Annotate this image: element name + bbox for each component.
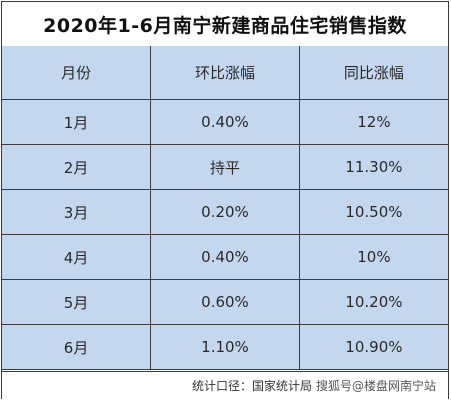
table-row: 6月 1.10% 10.90% bbox=[2, 324, 448, 370]
column-header-month: 月份 bbox=[2, 46, 152, 100]
cell-yoy-change: 10% bbox=[298, 234, 448, 280]
cell-month: 3月 bbox=[2, 189, 152, 235]
column-header-mom-change: 环比涨幅 bbox=[150, 46, 300, 100]
table-row: 1月 0.40% 12% bbox=[2, 99, 448, 145]
table-header-row: 月份 环比涨幅 同比涨幅 bbox=[2, 46, 448, 100]
cell-mom-change: 0.40% bbox=[150, 99, 300, 145]
cell-yoy-change: 10.50% bbox=[298, 189, 448, 235]
cell-month: 1月 bbox=[2, 99, 152, 145]
cell-month: 2月 bbox=[2, 144, 152, 190]
cell-mom-change: 持平 bbox=[150, 144, 300, 190]
table-row: 2月 持平 11.30% bbox=[2, 144, 448, 190]
cell-yoy-change: 10.20% bbox=[298, 279, 448, 325]
cell-yoy-change: 12% bbox=[298, 99, 448, 145]
cell-mom-change: 1.10% bbox=[150, 324, 300, 370]
cell-yoy-change: 10.90% bbox=[298, 324, 448, 370]
cell-mom-change: 0.60% bbox=[150, 279, 300, 325]
cell-mom-change: 0.20% bbox=[150, 189, 300, 235]
cell-yoy-change: 11.30% bbox=[298, 144, 448, 190]
table-row: 4月 0.40% 10% bbox=[2, 234, 448, 280]
sales-index-table: 月份 环比涨幅 同比涨幅 1月 0.40% 12% 2月 持平 11.30% 3… bbox=[2, 46, 448, 370]
table-row: 3月 0.20% 10.50% bbox=[2, 189, 448, 235]
cell-month: 5月 bbox=[2, 279, 152, 325]
cell-month: 6月 bbox=[2, 324, 152, 370]
source-note: 统计口径：国家统计局 bbox=[191, 379, 312, 393]
watermark-text: 搜狐号@楼盘网南宁站 bbox=[315, 379, 436, 393]
cell-month: 4月 bbox=[2, 234, 152, 280]
table-row: 5月 0.60% 10.20% bbox=[2, 279, 448, 325]
cell-mom-change: 0.40% bbox=[150, 234, 300, 280]
column-header-yoy-change: 同比涨幅 bbox=[298, 46, 448, 100]
table-title: 2020年1-6月南宁新建商品住宅销售指数 bbox=[2, 2, 448, 47]
table-footer: 统计口径：国家统计局 搜狐号@楼盘网南宁站 bbox=[2, 371, 448, 399]
